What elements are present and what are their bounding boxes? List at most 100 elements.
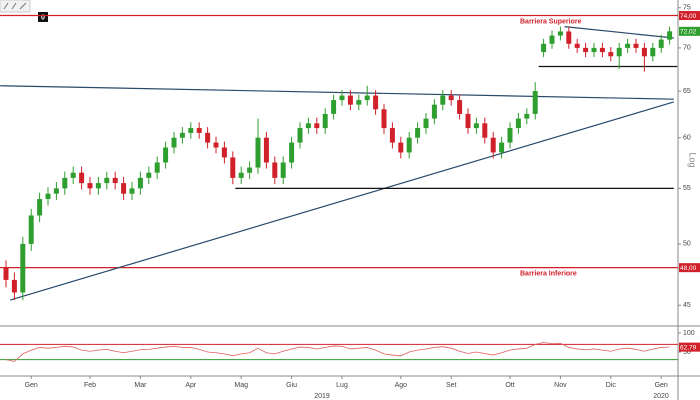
candle-body bbox=[482, 123, 488, 138]
candle-body bbox=[45, 193, 51, 200]
candle-body bbox=[188, 128, 194, 133]
candle-body bbox=[305, 123, 311, 129]
y-tick-label: 70 bbox=[683, 45, 691, 52]
candle-body bbox=[213, 142, 219, 148]
candle-body bbox=[230, 157, 236, 178]
candle-body bbox=[163, 147, 169, 163]
candle-body bbox=[356, 100, 362, 105]
year-label: 2020 bbox=[653, 393, 669, 400]
level-box bbox=[679, 11, 700, 21]
indicator-last-box bbox=[679, 342, 700, 352]
candle-body bbox=[137, 177, 143, 189]
candle-body bbox=[79, 172, 85, 184]
candle-body bbox=[557, 31, 563, 36]
candle-body bbox=[129, 188, 135, 194]
x-tick-label: Lug bbox=[336, 382, 348, 389]
x-tick-label: Ago bbox=[395, 382, 408, 389]
candle-body bbox=[499, 142, 505, 153]
candle-body bbox=[599, 47, 605, 53]
candle-body bbox=[490, 137, 496, 153]
candle-body bbox=[37, 199, 43, 216]
candle-body bbox=[247, 167, 253, 173]
y-tick-label: 75 bbox=[683, 5, 691, 12]
candle-body bbox=[440, 95, 446, 105]
candle-body bbox=[398, 142, 404, 153]
x-tick-label: Gen bbox=[655, 382, 668, 389]
level-box bbox=[679, 263, 700, 273]
candle-body bbox=[146, 172, 152, 178]
x-tick-label: Nov bbox=[554, 382, 567, 389]
candle-body bbox=[95, 183, 101, 189]
level-label: 48,00 bbox=[680, 265, 697, 272]
candle-body bbox=[112, 177, 118, 184]
candle-body bbox=[314, 123, 320, 129]
candle-body bbox=[28, 215, 34, 244]
y-tick-label: 55 bbox=[683, 185, 691, 192]
last-box bbox=[679, 26, 700, 36]
candle-body bbox=[625, 43, 631, 48]
candle-body bbox=[104, 177, 110, 184]
candle-body bbox=[196, 128, 202, 133]
scale-label: Log bbox=[688, 152, 698, 167]
candle-body bbox=[658, 39, 664, 48]
indicator-last-label: 62,79 bbox=[680, 344, 697, 351]
x-tick-label: Feb bbox=[84, 382, 96, 389]
y-tick-label: 50 bbox=[683, 241, 691, 248]
candle-body bbox=[650, 47, 656, 57]
candle-body bbox=[272, 162, 278, 178]
candle-body bbox=[263, 137, 269, 163]
last-label: 72,02 bbox=[680, 29, 697, 36]
x-tick-label: Mag bbox=[234, 382, 248, 389]
y-tick-label: 65 bbox=[683, 88, 691, 95]
candle-body bbox=[633, 43, 639, 48]
toolbar[interactable] bbox=[0, 0, 31, 13]
x-tick-label: Gen bbox=[25, 382, 38, 389]
toolbar-icons bbox=[3, 2, 27, 10]
candle-body bbox=[11, 279, 17, 293]
candle-body bbox=[373, 95, 379, 110]
indicator-tick-label: 50 bbox=[683, 349, 691, 356]
candle-body bbox=[53, 188, 59, 194]
candle-body bbox=[381, 109, 387, 129]
x-tick-label: Ott bbox=[505, 382, 514, 389]
candle-body bbox=[667, 31, 673, 40]
candle-body bbox=[347, 95, 353, 105]
candle-body bbox=[431, 104, 437, 119]
x-tick-label: Dic bbox=[606, 382, 617, 389]
y-tick-label: 60 bbox=[683, 135, 691, 142]
level-name: Barriera Inferiore bbox=[520, 271, 577, 278]
candle-body bbox=[87, 183, 93, 189]
candle-body bbox=[406, 137, 412, 153]
x-tick-label: Mar bbox=[134, 382, 147, 389]
candle-body bbox=[20, 243, 26, 293]
candle-body bbox=[608, 52, 614, 57]
candle-body bbox=[465, 113, 471, 129]
level-name: Barriera Superiore bbox=[520, 18, 582, 25]
candle-body bbox=[448, 95, 454, 101]
candle-body bbox=[238, 172, 244, 178]
candle-body bbox=[574, 43, 580, 48]
candle-body bbox=[171, 137, 177, 148]
candle-body bbox=[70, 172, 76, 178]
candle-body bbox=[583, 47, 589, 53]
indicator-line bbox=[5, 342, 670, 362]
candle-body bbox=[297, 128, 303, 143]
candle-body bbox=[331, 100, 337, 114]
candle-body bbox=[389, 128, 395, 143]
candle-body bbox=[591, 47, 597, 53]
candle-body bbox=[62, 177, 68, 189]
trend-line bbox=[564, 26, 674, 39]
x-tick-label: Giu bbox=[286, 382, 297, 389]
candle-body bbox=[280, 162, 286, 178]
level-label: 74,00 bbox=[680, 13, 697, 20]
y-tick-label: 45 bbox=[683, 302, 691, 309]
trend-line bbox=[0, 85, 674, 100]
candle-body bbox=[255, 137, 261, 168]
candle-body bbox=[566, 31, 572, 44]
candle-body bbox=[641, 47, 647, 57]
candle-body bbox=[524, 113, 530, 119]
candle-body bbox=[289, 142, 295, 163]
candle-body bbox=[473, 123, 479, 129]
candle-body bbox=[3, 267, 9, 280]
